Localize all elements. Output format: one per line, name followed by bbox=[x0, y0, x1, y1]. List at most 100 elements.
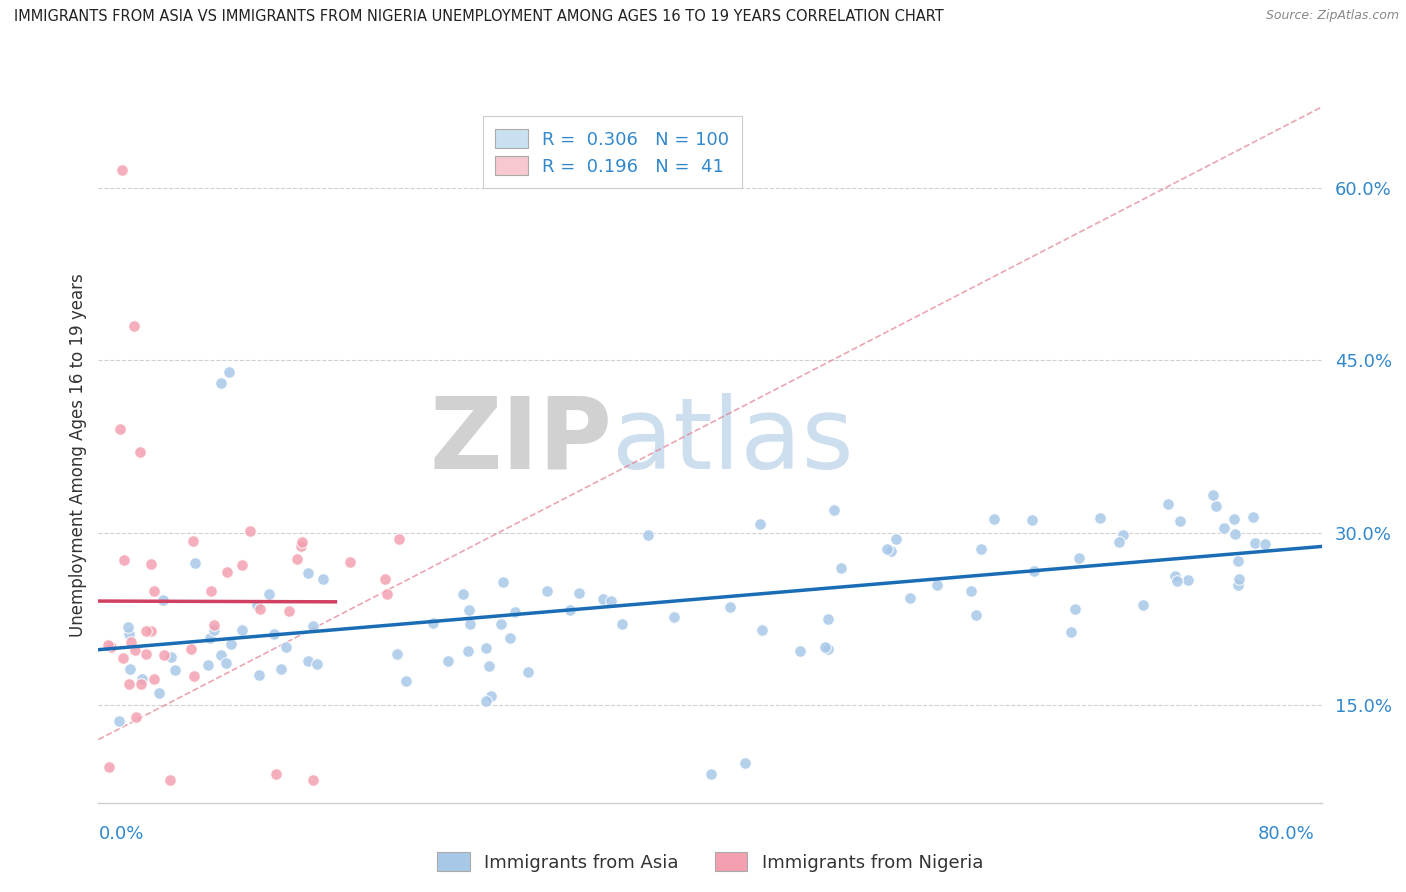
Point bbox=[1163, 569, 1185, 583]
Point bbox=[479, 689, 502, 703]
Point bbox=[274, 640, 297, 654]
Point bbox=[610, 616, 633, 631]
Point bbox=[197, 658, 219, 673]
Point bbox=[925, 578, 948, 592]
Point bbox=[108, 422, 131, 436]
Point bbox=[1177, 573, 1199, 587]
Point bbox=[200, 631, 222, 645]
Point bbox=[1223, 527, 1246, 541]
Point bbox=[1202, 488, 1225, 502]
Point bbox=[297, 654, 319, 668]
Point bbox=[120, 635, 142, 649]
Point bbox=[290, 539, 312, 553]
Legend: Immigrants from Asia, Immigrants from Nigeria: Immigrants from Asia, Immigrants from Ni… bbox=[425, 839, 995, 884]
Point bbox=[183, 669, 205, 683]
Point bbox=[100, 640, 122, 655]
Point bbox=[1205, 499, 1227, 513]
Text: IMMIGRANTS FROM ASIA VS IMMIGRANTS FROM NIGERIA UNEMPLOYMENT AMONG AGES 16 TO 19: IMMIGRANTS FROM ASIA VS IMMIGRANTS FROM … bbox=[14, 9, 943, 24]
Point bbox=[879, 544, 901, 558]
Point bbox=[128, 445, 150, 459]
Point bbox=[110, 163, 132, 178]
Point bbox=[823, 503, 845, 517]
Text: ZIP: ZIP bbox=[429, 392, 612, 490]
Point bbox=[131, 672, 153, 686]
Point bbox=[215, 565, 238, 579]
Point bbox=[1241, 510, 1264, 524]
Point bbox=[374, 573, 396, 587]
Point bbox=[1168, 514, 1191, 528]
Point bbox=[1253, 537, 1275, 551]
Point bbox=[152, 593, 174, 607]
Point bbox=[263, 626, 285, 640]
Point bbox=[385, 647, 408, 661]
Point bbox=[239, 524, 262, 538]
Point bbox=[153, 648, 176, 662]
Point bbox=[489, 617, 512, 632]
Point bbox=[817, 641, 839, 656]
Point bbox=[231, 623, 253, 637]
Y-axis label: Unemployment Among Ages 16 to 19 years: Unemployment Among Ages 16 to 19 years bbox=[69, 273, 87, 637]
Point bbox=[118, 662, 141, 676]
Point bbox=[474, 640, 496, 655]
Point bbox=[200, 583, 222, 598]
Point bbox=[165, 663, 187, 677]
Point bbox=[1166, 574, 1188, 588]
Text: 0.0%: 0.0% bbox=[98, 825, 143, 843]
Point bbox=[458, 603, 481, 617]
Point bbox=[249, 602, 271, 616]
Point bbox=[135, 624, 157, 638]
Point bbox=[375, 587, 398, 601]
Point bbox=[1212, 520, 1234, 534]
Point bbox=[637, 528, 659, 542]
Point bbox=[718, 600, 741, 615]
Point bbox=[135, 647, 157, 661]
Point bbox=[664, 610, 686, 624]
Point bbox=[699, 767, 721, 781]
Text: 80.0%: 80.0% bbox=[1258, 825, 1315, 843]
Point bbox=[97, 638, 120, 652]
Point bbox=[1227, 577, 1250, 591]
Point bbox=[1157, 497, 1180, 511]
Point bbox=[108, 714, 131, 728]
Point bbox=[148, 686, 170, 700]
Point bbox=[247, 667, 270, 681]
Point bbox=[1111, 528, 1133, 542]
Point bbox=[1244, 536, 1267, 550]
Point bbox=[1108, 535, 1130, 549]
Point bbox=[257, 587, 280, 601]
Point bbox=[125, 709, 148, 723]
Point bbox=[215, 656, 238, 670]
Point bbox=[751, 624, 773, 638]
Point bbox=[160, 650, 183, 665]
Point bbox=[209, 376, 232, 390]
Point bbox=[505, 605, 527, 619]
Point bbox=[179, 641, 201, 656]
Point bbox=[339, 555, 361, 569]
Point bbox=[219, 637, 242, 651]
Point bbox=[1024, 565, 1046, 579]
Point bbox=[884, 532, 907, 546]
Point bbox=[960, 584, 983, 599]
Point bbox=[830, 561, 852, 575]
Point bbox=[202, 623, 225, 637]
Point bbox=[246, 598, 269, 612]
Point bbox=[814, 640, 837, 654]
Point bbox=[270, 662, 292, 676]
Point bbox=[516, 665, 538, 680]
Point bbox=[112, 553, 135, 567]
Point bbox=[124, 642, 146, 657]
Point bbox=[302, 772, 325, 787]
Point bbox=[749, 517, 772, 532]
Point bbox=[970, 542, 993, 557]
Point bbox=[285, 551, 308, 566]
Point bbox=[592, 591, 614, 606]
Point bbox=[499, 631, 522, 645]
Point bbox=[111, 651, 134, 665]
Point bbox=[1227, 554, 1250, 568]
Point bbox=[312, 572, 335, 586]
Point bbox=[141, 558, 163, 572]
Point bbox=[422, 616, 444, 631]
Point bbox=[117, 677, 139, 691]
Point bbox=[817, 612, 839, 626]
Point bbox=[159, 772, 181, 787]
